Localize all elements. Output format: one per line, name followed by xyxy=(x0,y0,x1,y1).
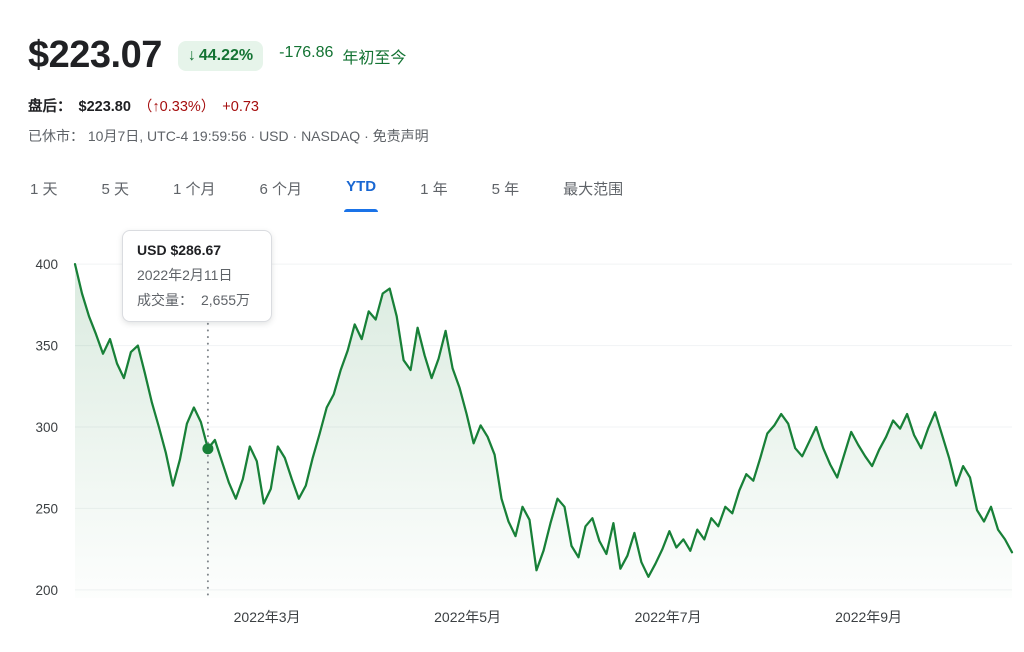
tab-ytd[interactable]: YTD xyxy=(344,178,379,212)
chart-tooltip: USD $286.67 2022年2月11日 成交量： 2,655万 xyxy=(122,230,272,322)
x-tick-label: 2022年3月 xyxy=(234,609,301,625)
market-status-row: 已休市： 10月7日, UTC-4 19:59:56 · USD · NASDA… xyxy=(28,126,1024,146)
change-percent-value: 44.22% xyxy=(198,46,254,64)
current-price: $223.07 xyxy=(28,34,162,76)
tab-1d[interactable]: 1 天 xyxy=(30,181,58,198)
tab-max[interactable]: 最大范围 xyxy=(563,181,624,198)
price-area-fill xyxy=(75,264,1012,598)
change-summary: -176.86 年初至今 xyxy=(279,44,406,68)
y-tick-label: 300 xyxy=(35,420,58,435)
tab-1m[interactable]: 1 个月 xyxy=(173,181,216,198)
tab-6m[interactable]: 6 个月 xyxy=(259,181,303,198)
tooltip-price: USD $286.67 xyxy=(137,242,222,258)
disclaimer-link[interactable]: 免责声明 xyxy=(372,128,429,144)
change-absolute: -176.86 xyxy=(279,43,334,61)
tooltip-volume-label: 成交量： xyxy=(137,292,193,308)
change-period-label: 年初至今 xyxy=(342,49,407,67)
tab-5y[interactable]: 5 年 xyxy=(491,181,520,198)
tooltip-volume-value: 2,655万 xyxy=(201,292,251,308)
change-percent-badge: ↓ 44.22% xyxy=(177,40,264,71)
y-tick-label: 200 xyxy=(35,583,58,598)
marker-dot xyxy=(202,443,214,455)
tooltip-volume: 成交量： 2,655万 xyxy=(137,290,257,310)
price-chart[interactable]: 400 350 300 250 200 2022年3月 2022年5月 2022年7月 2022… xyxy=(0,246,1024,638)
tooltip-date: 2022年2月11日 xyxy=(137,267,233,283)
time-range-tabs: 1 天 5 天 1 个月 6 个月 YTD 1 年 5 年 最大范围 xyxy=(28,178,1024,212)
tab-1y[interactable]: 1 年 xyxy=(420,181,448,198)
after-hours-absolute: +0.73 xyxy=(222,99,259,115)
after-hours-row: 盘后： $223.80 （↑0.33%） +0.73 xyxy=(28,95,1024,116)
arrow-down-icon: ↓ xyxy=(187,46,196,64)
after-hours-label: 盘后： xyxy=(28,99,72,115)
x-tick-label: 2022年5月 xyxy=(434,609,501,625)
x-tick-label: 2022年9月 xyxy=(835,609,902,625)
y-tick-label: 250 xyxy=(35,501,58,516)
price-header: $223.07 ↓ 44.22% -176.86 年初至今 xyxy=(28,34,1024,77)
market-status-text: 已休市： 10月7日, UTC-4 19:59:56 · USD · NASDA… xyxy=(28,128,369,144)
price-line xyxy=(73,262,1014,578)
after-hours-percent: （↑0.33%） xyxy=(137,99,216,115)
y-tick-label: 400 xyxy=(35,257,58,272)
x-tick-label: 2022年7月 xyxy=(635,609,702,625)
chart-area: 400 350 300 250 200 2022年3月 2022年5月 2022年7月 2022… xyxy=(0,230,1024,638)
after-hours-price: $223.80 xyxy=(78,99,131,115)
y-tick-label: 350 xyxy=(35,339,58,354)
tab-5d[interactable]: 5 天 xyxy=(101,181,130,198)
